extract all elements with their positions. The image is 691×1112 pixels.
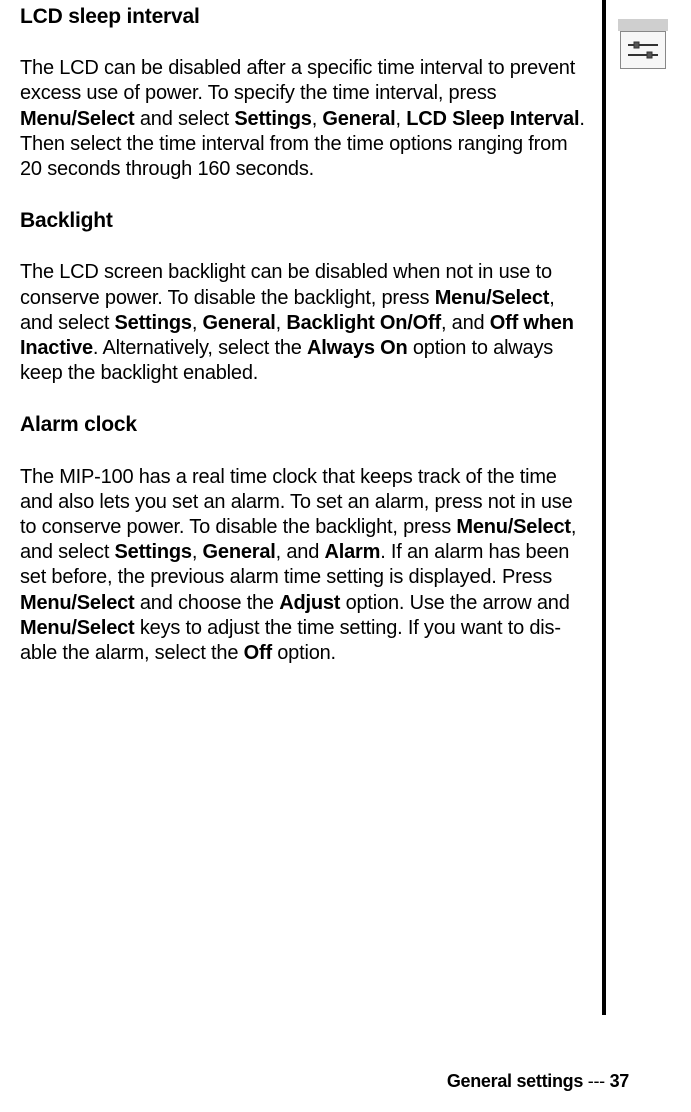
- menu-path: Settings: [115, 541, 192, 563]
- text: The LCD can be disabled after a specific…: [20, 57, 575, 104]
- menu-path: General: [203, 312, 276, 334]
- text: , and: [441, 312, 490, 334]
- footer-separator: ---: [583, 1071, 610, 1091]
- section-icon-box: [620, 31, 666, 69]
- menu-path: Menu/Select: [435, 287, 550, 309]
- menu-path: General: [203, 541, 276, 563]
- heading-alarm-clock: Alarm clock: [20, 412, 585, 438]
- menu-path: Settings: [234, 108, 311, 130]
- menu-path: Adjust: [279, 592, 340, 614]
- page-number: 37: [610, 1071, 629, 1091]
- text: option. Use the arrow and: [340, 592, 569, 614]
- vertical-divider: [602, 0, 606, 1015]
- text: and choose the: [135, 592, 280, 614]
- content-column: LCD sleep interval The LCD can be disabl…: [20, 0, 585, 666]
- footer-section-label: General settings: [447, 1071, 583, 1091]
- para-alarm-clock: The MIP-100 has a real time clock that k…: [20, 465, 585, 667]
- heading-lcd-sleep: LCD sleep interval: [20, 4, 585, 30]
- text: and select: [135, 108, 235, 130]
- settings-sliders-icon: [626, 38, 660, 62]
- text: ,: [276, 312, 287, 334]
- document-page: LCD sleep interval The LCD can be disabl…: [0, 0, 691, 1112]
- para-lcd-sleep: The LCD can be disabled after a specific…: [20, 56, 585, 182]
- section-tab: [618, 19, 668, 31]
- text: ,: [192, 312, 203, 334]
- menu-path: Backlight On/Off: [286, 312, 441, 334]
- menu-path: General: [322, 108, 395, 130]
- menu-path: Settings: [115, 312, 192, 334]
- text: ,: [396, 108, 407, 130]
- text: ,: [192, 541, 203, 563]
- text: . Alternatively, select the: [93, 337, 307, 359]
- text: , and: [276, 541, 325, 563]
- menu-path: Menu/Select: [20, 592, 135, 614]
- text: option.: [272, 642, 336, 664]
- menu-path: Off: [244, 642, 272, 664]
- para-backlight: The LCD screen backlight can be disabled…: [20, 260, 585, 386]
- menu-path: LCD Sleep Interval: [406, 108, 579, 130]
- menu-path: Menu/Select: [20, 108, 135, 130]
- menu-path: Alarm: [324, 541, 380, 563]
- text: ,: [312, 108, 323, 130]
- page-footer: General settings --- 37: [0, 1071, 691, 1092]
- heading-backlight: Backlight: [20, 208, 585, 234]
- menu-path: Menu/Select: [456, 516, 571, 538]
- menu-path: Menu/Select: [20, 617, 135, 639]
- menu-path: Always On: [307, 337, 407, 359]
